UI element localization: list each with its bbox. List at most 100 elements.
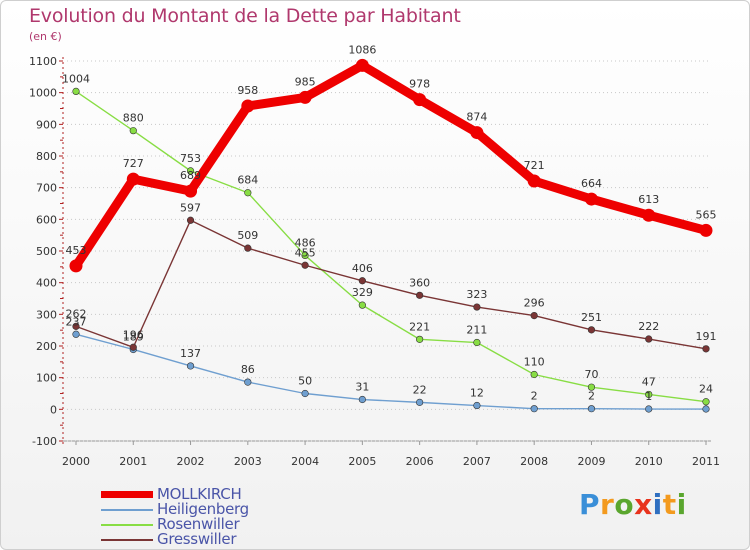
data-label-heiligenberg: 2 [531,390,538,403]
data-point-heiligenberg [530,405,538,413]
y-tick-label: 200 [36,340,57,353]
x-tick-label: 2005 [348,455,376,468]
data-label-gresswiller: 360 [409,276,430,289]
data-label-heiligenberg: 22 [413,383,427,396]
data-label-gresswiller: 323 [466,288,487,301]
data-label-gresswiller: 196 [123,328,144,341]
data-label-rosenwiller: 110 [524,356,545,369]
x-tick-label: 2007 [463,455,491,468]
y-tick-label: 800 [36,150,57,163]
data-point-gresswiller [72,322,80,330]
data-label-rosenwiller: 753 [180,152,201,165]
data-label-rosenwiller: 880 [123,112,144,125]
data-label-mollkirch: 565 [696,208,717,221]
data-point-mollkirch [470,126,484,140]
data-point-rosenwiller [186,167,195,175]
x-tick-label: 2010 [635,455,663,468]
data-label-gresswiller: 296 [524,297,545,310]
data-label-heiligenberg: 137 [180,347,201,360]
x-tick-label: 2003 [234,455,262,468]
data-point-rosenwiller [301,251,309,260]
y-tick-label: 900 [36,118,57,131]
proxiti-logo: Proxiti [579,488,687,521]
data-label-rosenwiller: 47 [642,375,656,388]
series-line-rosenwiller [75,90,707,403]
data-label-rosenwiller: 211 [466,324,487,337]
data-label-rosenwiller: 486 [295,236,316,249]
y-tick-label: 300 [36,308,57,321]
data-point-heiligenberg [473,401,481,410]
data-label-gresswiller: 455 [295,246,316,259]
data-label-mollkirch: 978 [409,78,430,91]
data-point-rosenwiller [587,383,596,391]
data-point-gresswiller [587,326,596,334]
series-line-gresswiller [75,219,707,350]
chart-title: Evolution du Montant de la Dette par Hab… [29,5,461,27]
x-tick-label: 2004 [291,455,319,468]
data-label-heiligenberg: 31 [355,381,369,394]
x-tick-label: 2000 [62,455,90,468]
data-label-mollkirch: 664 [581,177,602,190]
data-label-gresswiller: 251 [581,311,602,324]
data-label-rosenwiller: 221 [409,320,430,333]
data-label-mollkirch: 613 [638,193,659,206]
data-point-gresswiller [473,303,481,311]
data-label-gresswiller: 509 [237,229,258,242]
x-tick-label: 2001 [119,455,147,468]
data-point-gresswiller [301,261,309,269]
legend-label-mollkirch: MOLLKIRCH [157,485,242,503]
data-point-rosenwiller [530,370,538,379]
x-tick-label: 2002 [177,455,205,468]
data-label-mollkirch: 874 [466,111,487,124]
data-label-rosenwiller: 684 [237,174,258,187]
data-label-heiligenberg: 1 [645,390,652,403]
legend-swatch-rosenwiller [101,524,153,526]
data-label-rosenwiller: 329 [352,286,373,299]
y-tick-label: 0 [50,403,57,416]
data-point-mollkirch [699,223,713,237]
data-point-gresswiller [358,277,366,285]
x-tick-label: 2009 [577,455,605,468]
data-label-mollkirch: 689 [180,169,201,182]
data-label-mollkirch: 958 [237,84,258,97]
data-label-rosenwiller: 70 [584,368,598,381]
data-point-rosenwiller [244,189,252,197]
y-tick-label: 700 [36,182,57,195]
series-line-heiligenberg [75,333,707,410]
data-label-mollkirch: 727 [123,157,144,170]
data-point-mollkirch [527,174,541,188]
data-point-rosenwiller [72,87,80,95]
data-point-rosenwiller [645,390,653,399]
data-point-mollkirch [184,184,198,198]
data-point-mollkirch [584,192,598,206]
data-point-mollkirch [126,172,140,186]
data-point-gresswiller [244,244,252,252]
data-label-mollkirch: 453 [66,244,87,257]
legend-label-gresswiller: Gresswiller [157,530,237,548]
data-point-gresswiller [530,312,538,320]
y-tick-label: 600 [36,213,57,226]
data-point-rosenwiller [473,338,481,347]
data-point-mollkirch [642,208,656,222]
data-point-gresswiller [645,335,653,343]
data-point-mollkirch [298,90,312,104]
y-tick-label: 1100 [29,55,57,68]
data-point-mollkirch [241,99,255,113]
data-point-heiligenberg [244,378,252,386]
data-point-heiligenberg [702,405,710,413]
data-point-rosenwiller [129,127,137,135]
data-label-gresswiller: 406 [352,262,373,275]
data-point-rosenwiller [358,301,366,309]
data-label-heiligenberg: 12 [470,387,484,400]
data-label-heiligenberg: 237 [66,315,87,328]
series-line-mollkirch [71,60,711,271]
legend-swatch-heiligenberg [101,509,153,511]
data-label-gresswiller: 222 [638,320,659,333]
data-point-mollkirch [69,259,83,273]
y-tick-label: 1000 [29,87,57,100]
data-label-heiligenberg: 189 [123,330,144,343]
x-tick-label: 2011 [692,455,720,468]
data-point-gresswiller [186,216,195,224]
data-point-gresswiller [702,345,710,353]
